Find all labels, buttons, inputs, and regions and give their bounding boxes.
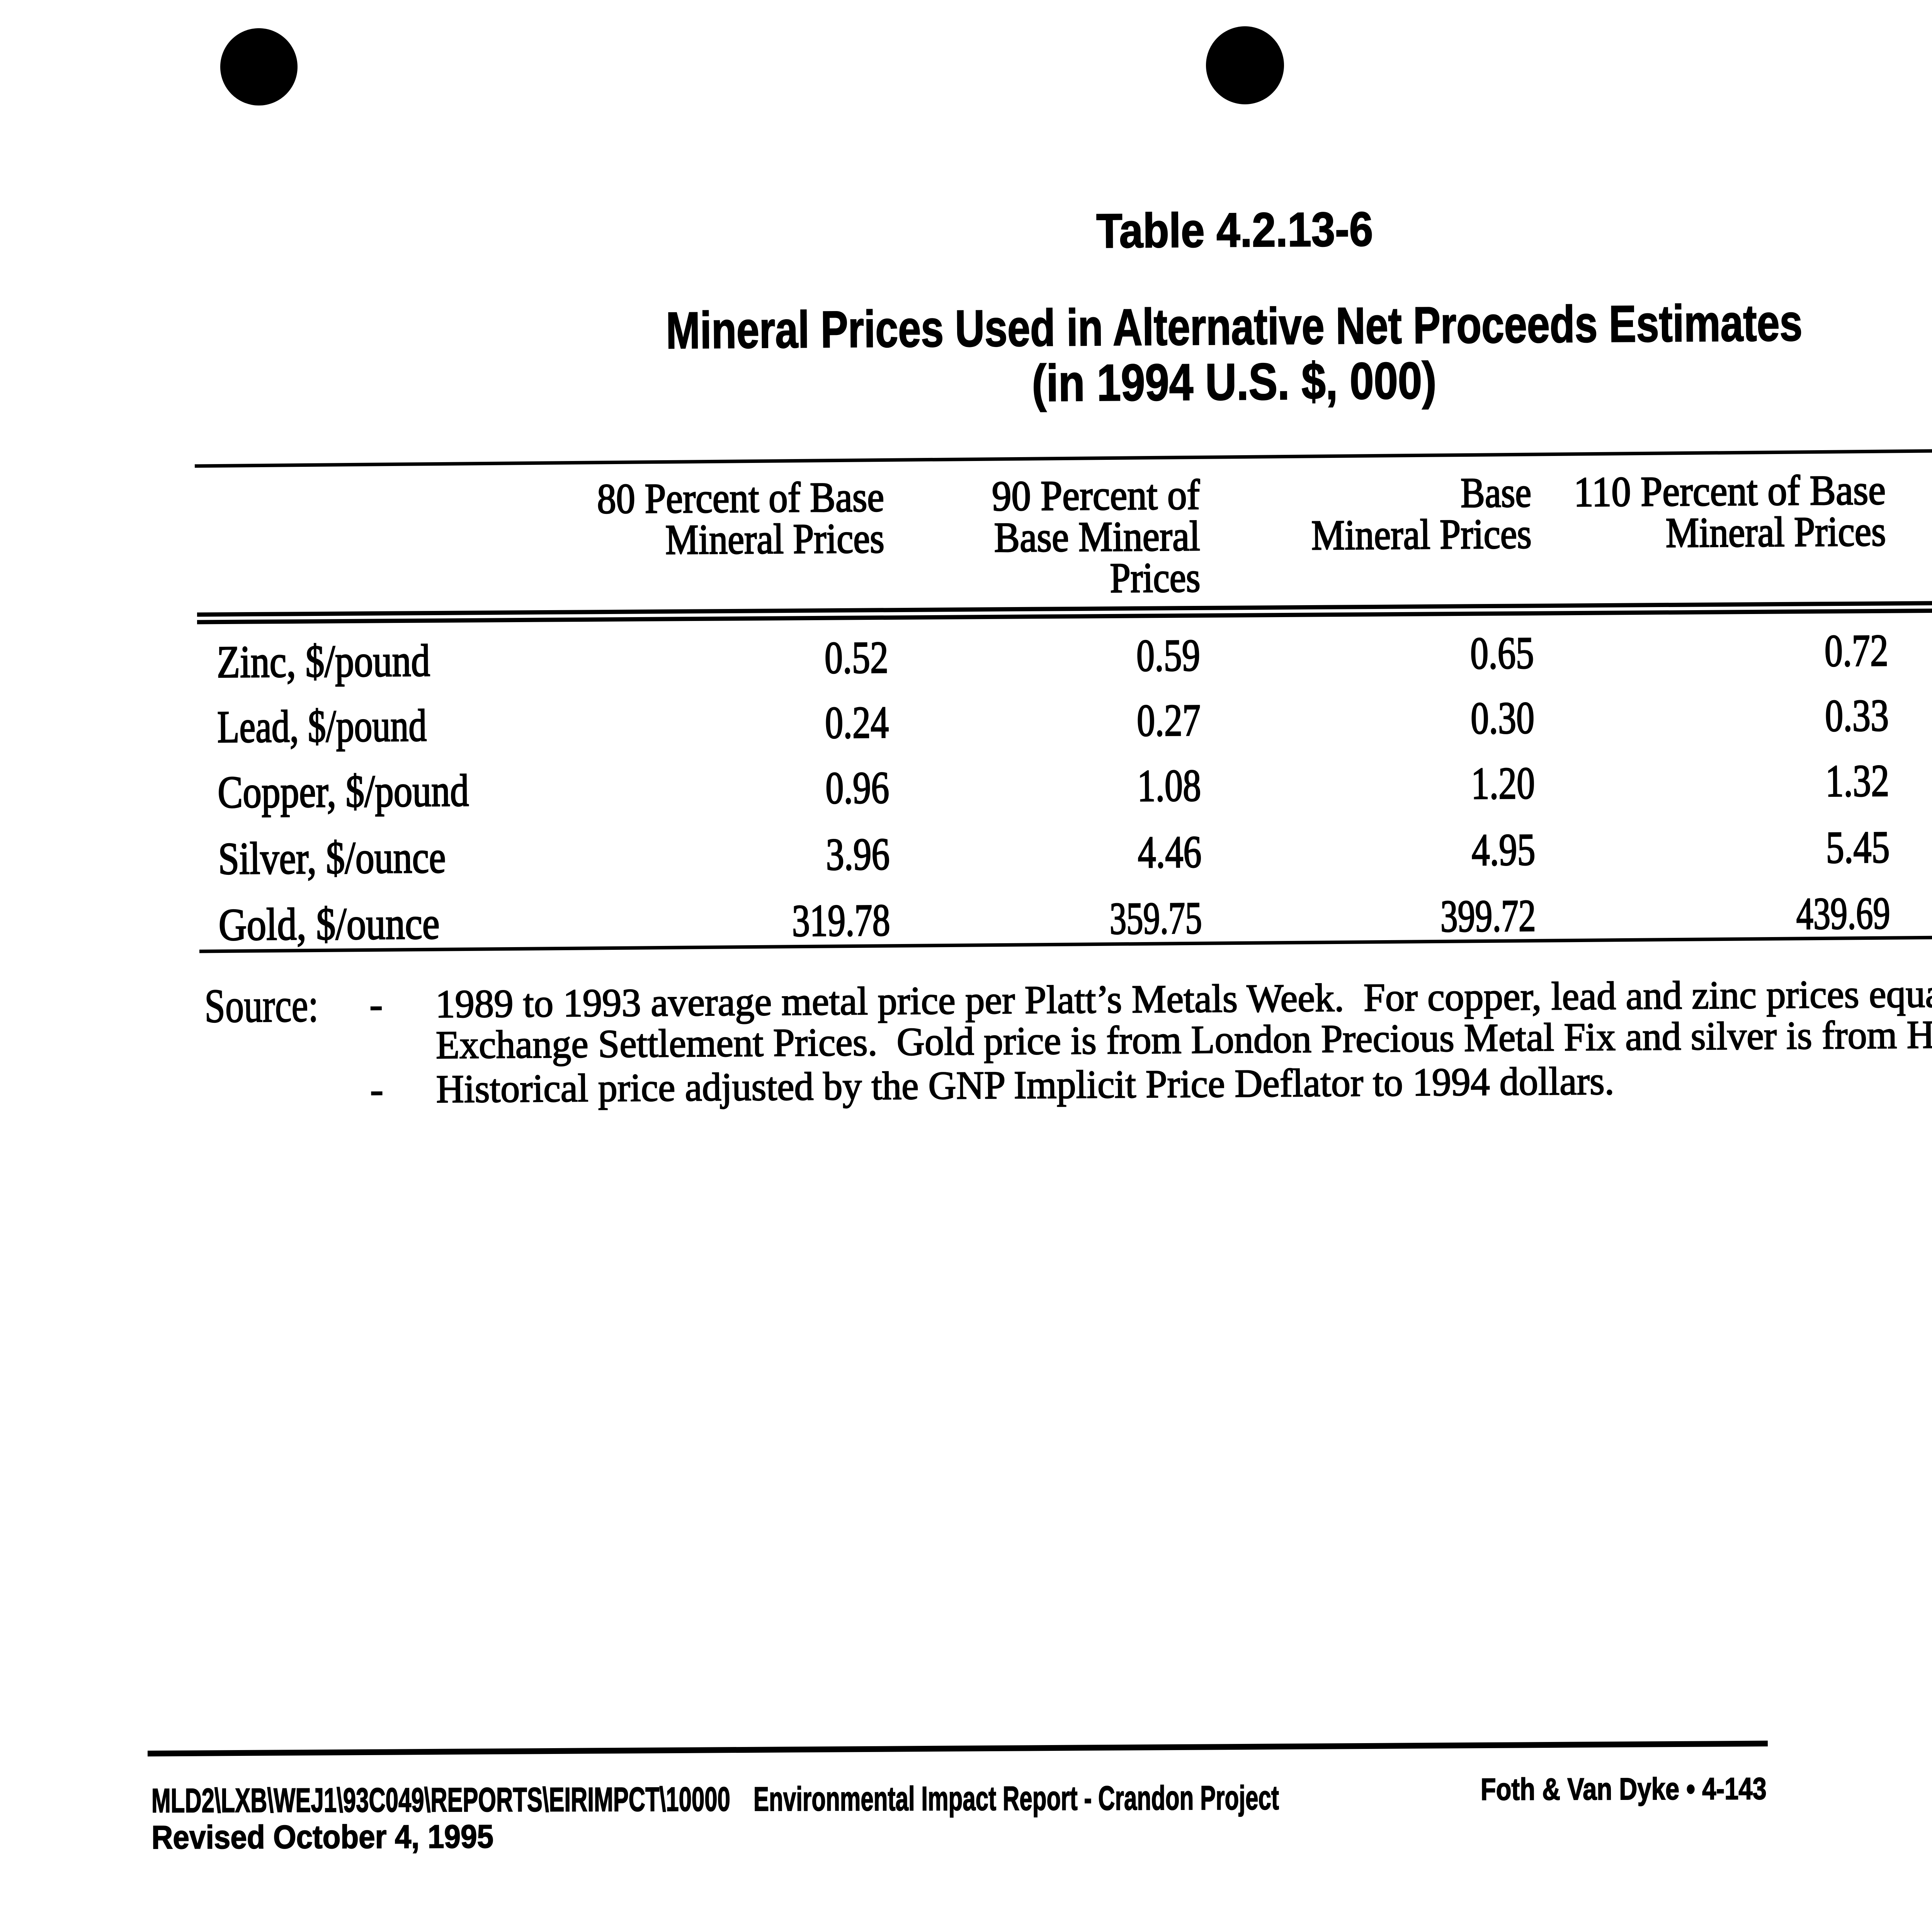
svg-text:110 Percent of Base: 110 Percent of Base <box>1574 466 1886 515</box>
svg-text:4.46: 4.46 <box>1138 827 1202 878</box>
svg-text:Mineral Prices: Mineral Prices <box>1665 507 1886 556</box>
svg-text:Mineral Prices: Mineral Prices <box>665 515 884 563</box>
svg-text:Revised October 4, 1995: Revised October 4, 1995 <box>151 1818 493 1856</box>
svg-text:-: - <box>370 1068 383 1112</box>
svg-text:0.27: 0.27 <box>1137 695 1201 746</box>
svg-text:1.20: 1.20 <box>1471 758 1535 809</box>
svg-text:399.72: 399.72 <box>1440 890 1536 942</box>
svg-text:0.33: 0.33 <box>1825 690 1889 741</box>
svg-text:0.52: 0.52 <box>825 632 889 683</box>
svg-text:Historical price adjusted by t: Historical price adjusted by the GNP Imp… <box>436 1059 1614 1111</box>
svg-text:Exchange Settlement Prices. G: Exchange Settlement Prices. Gold price i… <box>436 1011 1932 1067</box>
svg-text:3.96: 3.96 <box>826 828 890 879</box>
svg-text:-: - <box>369 983 383 1027</box>
svg-text:Environmental Impact Report -: Environmental Impact Report - Crandon Pr… <box>753 1778 1279 1818</box>
svg-text:Source:: Source: <box>204 979 319 1033</box>
svg-text:0.24: 0.24 <box>825 697 889 748</box>
svg-text:90 Percent of: 90 Percent of <box>992 471 1200 520</box>
svg-text:319.78: 319.78 <box>792 895 890 946</box>
svg-text:4.95: 4.95 <box>1471 824 1536 875</box>
svg-text:80 Percent of Base: 80 Percent of Base <box>597 473 884 522</box>
svg-text:Base Mineral: Base Mineral <box>994 512 1200 561</box>
svg-text:Gold, $/ounce: Gold, $/ounce <box>218 898 440 950</box>
svg-text:5.45: 5.45 <box>1826 822 1890 873</box>
svg-text:0.96: 0.96 <box>825 762 889 813</box>
svg-text:0.59: 0.59 <box>1136 630 1200 681</box>
svg-text:Table 4.2.13-6: Table 4.2.13-6 <box>1096 202 1373 258</box>
svg-text:Mineral Prices Used in Alterna: Mineral Prices Used in Alternative Net P… <box>666 294 1803 360</box>
svg-text:0.72: 0.72 <box>1824 625 1888 676</box>
svg-text:439.69: 439.69 <box>1796 888 1890 939</box>
svg-text:(in 1994 U.S. $, 000): (in 1994 U.S. $, 000) <box>1032 352 1437 412</box>
svg-text:0.65: 0.65 <box>1470 628 1534 679</box>
svg-text:Mineral Prices: Mineral Prices <box>1311 510 1532 559</box>
svg-text:Prices: Prices <box>1110 554 1201 602</box>
svg-text:0.30: 0.30 <box>1471 692 1535 743</box>
svg-text:Foth & Van Dyke • 4-143: Foth & Van Dyke • 4-143 <box>1481 1771 1767 1807</box>
svg-text:MLD2\LXB\WEJ1\93C049\REPORTS\E: MLD2\LXB\WEJ1\93C049\REPORTS\EIRIMPCT\10… <box>151 1780 730 1820</box>
svg-text:Copper, $/pound: Copper, $/pound <box>218 765 469 818</box>
svg-text:Silver, $/ounce: Silver, $/ounce <box>218 832 446 884</box>
svg-text:Base: Base <box>1461 469 1532 516</box>
svg-text:1.32: 1.32 <box>1825 755 1889 806</box>
svg-text:Lead, $/pound: Lead, $/pound <box>217 700 427 752</box>
svg-text:1.08: 1.08 <box>1137 760 1201 811</box>
svg-text:359.75: 359.75 <box>1109 893 1202 944</box>
svg-text:Zinc, $/pound: Zinc, $/pound <box>217 635 430 687</box>
